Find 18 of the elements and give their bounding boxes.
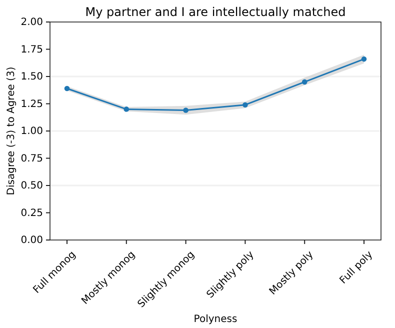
point [183,108,188,113]
y-axis-title: Disagree (-3) to Agree (3) [6,66,17,196]
point [242,102,248,108]
y-tick-label: 1.50 [20,72,43,83]
y-tick-label: 0.00 [20,235,43,246]
y-tick-label: 0.75 [20,153,43,164]
y-tick-label: 1.75 [20,44,43,56]
y-tick-label: 0.25 [20,208,43,219]
chart-title: My partner and I are intellectually matched [85,5,346,19]
y-tick-label: 2.00 [20,17,43,28]
point [64,86,70,92]
point [302,79,308,85]
y-tick-label: 1.25 [20,98,43,110]
y-tick-label: 1.00 [20,126,43,138]
point [361,56,367,62]
y-tick-label: 0.50 [20,180,43,192]
x-axis-title: Polyness [194,314,238,325]
point [124,106,130,112]
